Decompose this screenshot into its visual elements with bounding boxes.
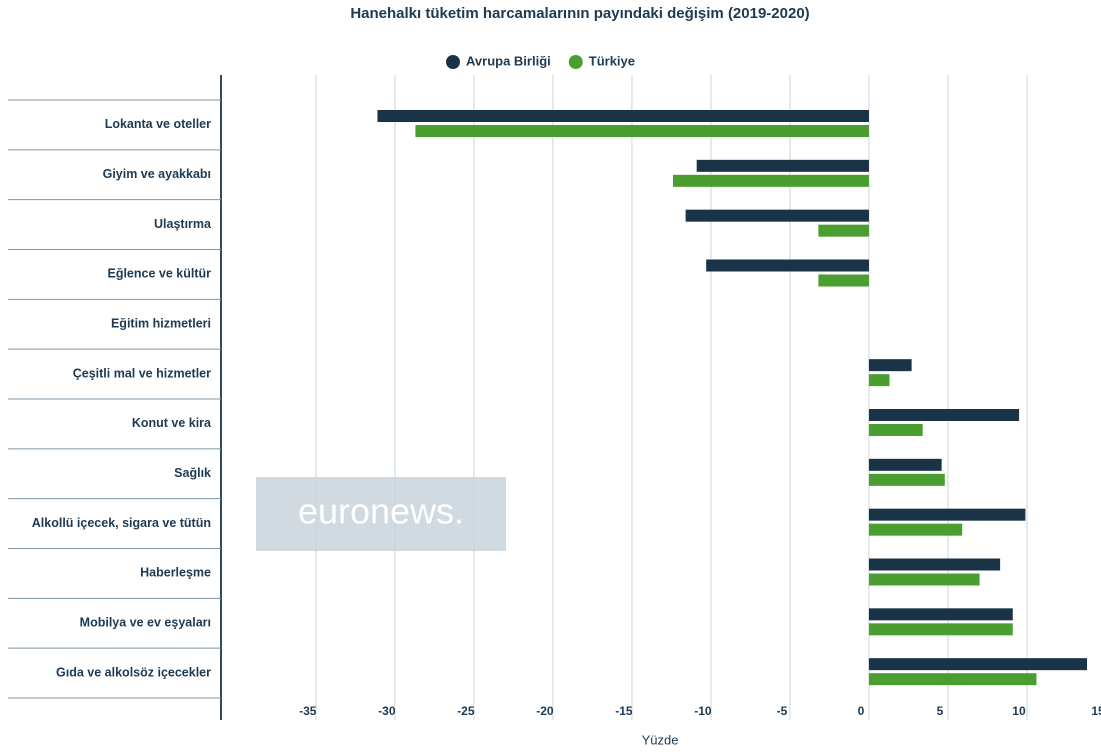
y-tick-label: Gıda ve alkolsöz içecekler [56,665,211,679]
x-tick-label: 10 [1012,704,1026,718]
chart-title: Hanehalkı tüketim harcamalarının payında… [350,5,809,22]
x-tick-label: 5 [937,704,944,718]
bar [818,224,869,237]
bar [685,209,869,222]
y-tick-label: Alkollü içecek, sigara ve tütün [32,516,211,530]
y-tick-label: Giyim ve ayakkabı [103,167,211,181]
y-tick-label: Ulaştırma [154,217,212,231]
legend-marker [568,55,583,69]
bar [818,274,869,287]
x-tick-label: -5 [777,704,788,718]
bar [868,558,1001,571]
bar [868,458,942,471]
bar [868,673,1037,686]
y-tick-label: Lokanta ve oteller [105,117,211,131]
bar [868,424,923,436]
legend-label: Avrupa Birliği [466,53,551,68]
bar [868,508,1026,521]
bar [706,259,869,272]
legend-label: Türkiye [589,53,635,68]
x-axis-label: Yüzde [642,732,679,747]
watermark-box [256,477,506,551]
legend-marker [446,55,460,69]
bar [868,409,1020,421]
y-tick-label: Mobilya ve ev eşyaları [80,616,211,630]
bar [377,110,869,122]
y-tick-label: Eğlence ve kültür [107,267,211,281]
y-tick-label: Konut ve kira [132,416,212,430]
x-tick-label: -20 [536,704,554,718]
bar [868,658,1088,671]
y-tick-label: Sağlık [174,466,211,480]
bar [868,608,1013,621]
bar [868,523,963,536]
bar [868,473,945,486]
y-tick-label: Haberleşme [140,566,211,580]
x-tick-label: -15 [615,704,633,718]
bar [868,623,1013,636]
bar [868,374,890,387]
x-tick-label: -35 [299,704,317,718]
y-tick-label: Eğitim hizmetleri [111,317,211,331]
x-tick-label: 0 [858,704,865,718]
watermark: euronews. [298,491,464,532]
bar [672,174,869,187]
bar [868,359,912,372]
x-tick-label: -25 [457,704,475,718]
x-tick-label: -30 [378,704,396,718]
bar [696,159,869,172]
x-tick-label: -10 [694,704,712,718]
bar [868,573,980,586]
y-tick-label: Çeşitli mal ve hizmetler [73,366,211,380]
bar [415,125,869,137]
x-tick-label: 15 [1091,704,1101,718]
